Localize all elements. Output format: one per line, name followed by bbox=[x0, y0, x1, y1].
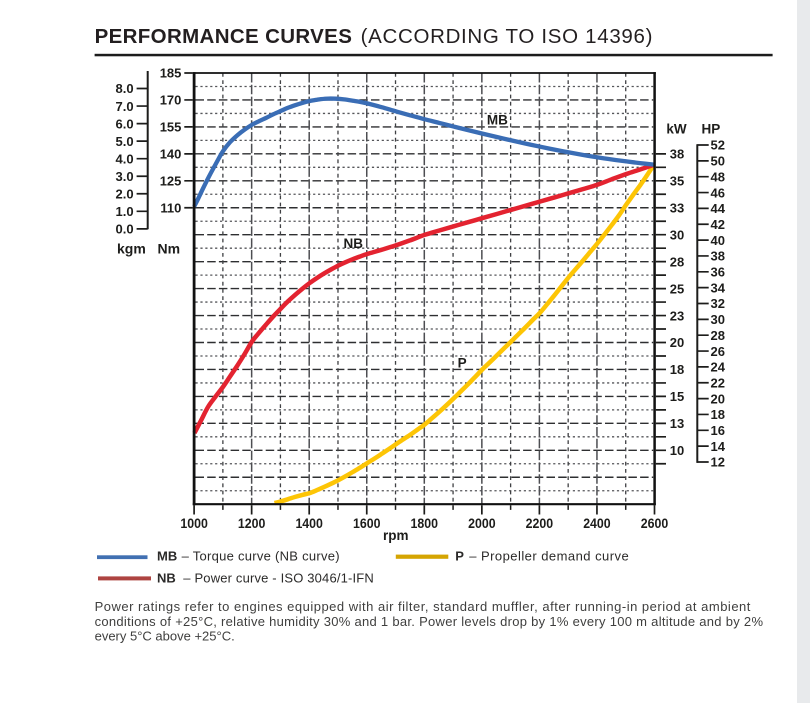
svg-text:42: 42 bbox=[711, 217, 725, 232]
svg-text:30: 30 bbox=[670, 227, 684, 242]
svg-text:HP: HP bbox=[702, 121, 721, 136]
svg-text:1400: 1400 bbox=[295, 515, 323, 531]
svg-text:conditions of +25°C, relative: conditions of +25°C, relative humidity 3… bbox=[95, 614, 764, 629]
svg-text:26: 26 bbox=[711, 344, 725, 359]
svg-text:Power ratings refer to engines: Power ratings refer to engines equipped … bbox=[95, 599, 751, 614]
svg-text:110: 110 bbox=[160, 200, 181, 215]
svg-text:40: 40 bbox=[711, 233, 725, 248]
svg-text:PERFORMANCE CURVES: PERFORMANCE CURVES bbox=[95, 25, 352, 48]
svg-text:48: 48 bbox=[711, 169, 725, 184]
svg-text:MB: MB bbox=[157, 548, 177, 563]
svg-text:rpm: rpm bbox=[383, 528, 409, 543]
svg-text:2000: 2000 bbox=[468, 515, 496, 531]
svg-text:6.0: 6.0 bbox=[116, 116, 134, 131]
svg-text:185: 185 bbox=[160, 66, 182, 81]
svg-text:33: 33 bbox=[670, 200, 684, 215]
svg-text:2.0: 2.0 bbox=[116, 186, 134, 201]
svg-text:38: 38 bbox=[711, 249, 725, 264]
svg-text:P: P bbox=[458, 356, 467, 371]
svg-text:28: 28 bbox=[670, 254, 684, 269]
svg-text:22: 22 bbox=[711, 375, 725, 390]
svg-text:2400: 2400 bbox=[583, 515, 611, 531]
svg-text:20: 20 bbox=[670, 335, 684, 350]
svg-text:25: 25 bbox=[670, 281, 684, 296]
svg-text:1000: 1000 bbox=[180, 515, 208, 531]
svg-text:2600: 2600 bbox=[641, 515, 669, 531]
svg-text:NB: NB bbox=[344, 236, 364, 251]
svg-text:3.0: 3.0 bbox=[116, 169, 134, 184]
svg-text:32: 32 bbox=[711, 296, 725, 311]
svg-text:5.0: 5.0 bbox=[116, 134, 134, 149]
svg-text:52: 52 bbox=[711, 138, 725, 153]
svg-text:12: 12 bbox=[711, 455, 725, 470]
svg-text:18: 18 bbox=[670, 362, 684, 377]
svg-text:18: 18 bbox=[711, 407, 725, 422]
svg-text:16: 16 bbox=[711, 423, 725, 438]
svg-text:30: 30 bbox=[711, 312, 725, 327]
svg-text:23: 23 bbox=[670, 308, 684, 323]
svg-text:MB: MB bbox=[487, 112, 508, 127]
svg-text:35: 35 bbox=[670, 174, 684, 189]
svg-text:kgm: kgm bbox=[117, 240, 146, 256]
svg-text:– Power curve - ISO 3046/1-IFN: – Power curve - ISO 3046/1-IFN bbox=[183, 571, 373, 586]
svg-text:44: 44 bbox=[711, 201, 726, 216]
svg-text:36: 36 bbox=[711, 265, 725, 280]
svg-text:P: P bbox=[455, 548, 464, 563]
svg-text:125: 125 bbox=[160, 174, 182, 189]
svg-text:NB: NB bbox=[157, 571, 176, 586]
svg-text:15: 15 bbox=[670, 389, 684, 404]
svg-text:38: 38 bbox=[670, 147, 684, 162]
svg-text:4.0: 4.0 bbox=[116, 151, 134, 166]
svg-text:0.0: 0.0 bbox=[116, 222, 134, 237]
svg-text:1.0: 1.0 bbox=[116, 204, 134, 219]
svg-text:34: 34 bbox=[711, 280, 726, 295]
svg-text:24: 24 bbox=[711, 360, 726, 375]
svg-text:7.0: 7.0 bbox=[116, 99, 134, 114]
svg-text:every 5°C above +25°C.: every 5°C above +25°C. bbox=[95, 629, 235, 644]
svg-text:155: 155 bbox=[160, 120, 182, 135]
svg-text:1200: 1200 bbox=[238, 515, 266, 531]
svg-text:1600: 1600 bbox=[353, 515, 381, 531]
svg-text:14: 14 bbox=[711, 439, 726, 454]
svg-text:(ACCORDING TO ISO 14396): (ACCORDING TO ISO 14396) bbox=[361, 25, 653, 48]
svg-text:140: 140 bbox=[160, 147, 182, 162]
svg-text:28: 28 bbox=[711, 328, 725, 343]
svg-text:– Torque curve (NB curve): – Torque curve (NB curve) bbox=[182, 548, 340, 563]
svg-text:170: 170 bbox=[160, 93, 182, 108]
svg-text:1800: 1800 bbox=[411, 515, 439, 531]
svg-text:50: 50 bbox=[711, 154, 725, 169]
svg-text:10: 10 bbox=[670, 443, 684, 458]
svg-text:8.0: 8.0 bbox=[116, 81, 134, 96]
svg-text:46: 46 bbox=[711, 185, 725, 200]
svg-text:20: 20 bbox=[711, 391, 725, 406]
svg-text:2200: 2200 bbox=[526, 515, 554, 531]
svg-text:13: 13 bbox=[670, 416, 684, 431]
svg-text:kW: kW bbox=[666, 121, 687, 136]
svg-text:Nm: Nm bbox=[158, 240, 181, 256]
svg-text:– Propeller demand curve: – Propeller demand curve bbox=[469, 548, 629, 563]
